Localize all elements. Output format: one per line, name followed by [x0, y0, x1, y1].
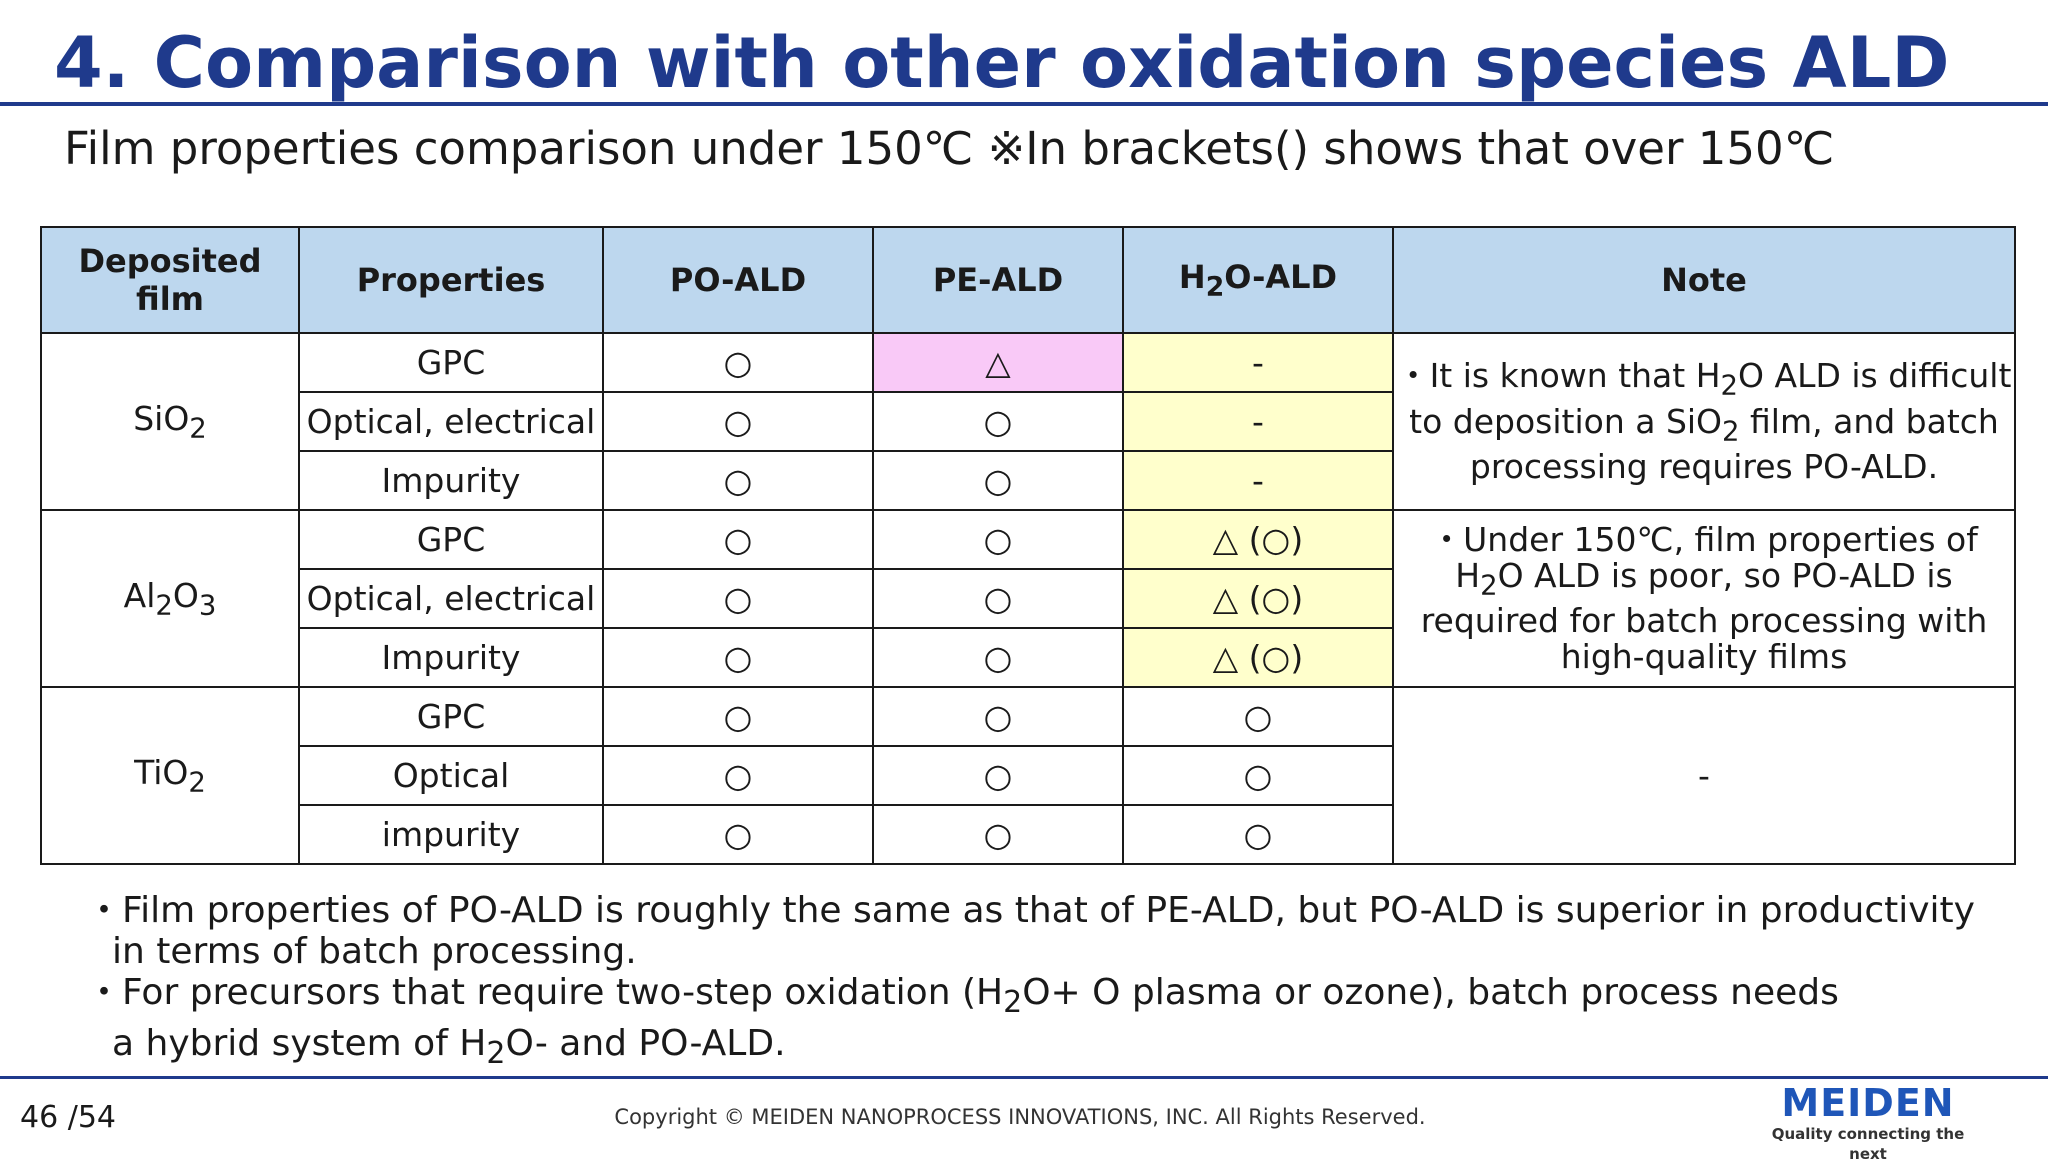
pe-ald-cell: ○	[872, 686, 1124, 747]
table-row: TiO2 GPC ○ ○ ○ -	[40, 686, 2016, 865]
property-cell: Optical, electrical	[298, 568, 604, 629]
page-number: 46 /54	[20, 1100, 116, 1135]
logo-wordmark: MEIDEN	[1781, 1081, 1955, 1125]
footer-divider	[0, 1076, 2048, 1079]
note-al2o3: ・Under 150℃, film properties of H2O ALD …	[1392, 509, 2016, 688]
title-divider	[0, 102, 2048, 106]
po-ald-cell: ○	[602, 804, 874, 865]
po-ald-cell: ○	[602, 332, 874, 393]
table-row: Impurity ○ ○ △ (○)	[41, 627, 2015, 688]
po-ald-cell: ○	[602, 627, 874, 688]
header-h2o-ald: H2O-ALD	[1122, 226, 1394, 334]
pe-ald-cell: ○	[872, 804, 1124, 865]
table-header-row: Deposited film Properties PO-ALD PE-ALD …	[40, 226, 2016, 334]
pe-ald-cell: △	[872, 332, 1124, 393]
table-row: Al2O3 GPC ○ ○ △ (○) ・Under 150℃, film pr…	[40, 509, 2016, 688]
bullet-2-line-2: a hybrid system of H2O- and PO-ALD.	[112, 1023, 786, 1072]
property-cell: GPC	[298, 332, 604, 393]
po-ald-cell: ○	[602, 568, 874, 629]
table-row: Impurity ○ ○ -	[41, 450, 2015, 511]
h2o-ald-cell: ○	[1122, 686, 1394, 747]
pe-ald-cell: ○	[872, 745, 1124, 806]
note-tio2: -	[1392, 686, 2016, 865]
comparison-table: Deposited film Properties PO-ALD PE-ALD …	[40, 226, 2016, 865]
po-ald-cell: ○	[602, 509, 874, 570]
h2o-ald-cell: ○	[1122, 804, 1394, 865]
po-ald-cell: ○	[602, 450, 874, 511]
header-deposited-film: Deposited film	[40, 226, 300, 334]
pe-ald-cell: ○	[872, 568, 1124, 629]
h2o-ald-cell: ○	[1122, 745, 1394, 806]
property-cell: Optical, electrical	[298, 391, 604, 452]
table-row: SiO2 GPC ○ △ - ・It is known that H2O ALD…	[40, 332, 2016, 511]
po-ald-cell: ○	[602, 745, 874, 806]
property-cell: Optical	[298, 745, 604, 806]
pe-ald-cell: ○	[872, 391, 1124, 452]
header-po-ald: PO-ALD	[602, 226, 874, 334]
po-ald-cell: ○	[602, 391, 874, 452]
bullet-1-line-2: in terms of batch processing.	[112, 931, 637, 972]
logo-tagline: Quality connecting the next	[1771, 1125, 1965, 1163]
property-cell: Impurity	[298, 627, 604, 688]
h2o-ald-cell: -	[1122, 450, 1394, 511]
h2o-ald-cell: △ (○)	[1122, 509, 1394, 570]
h2o-ald-cell: -	[1122, 332, 1394, 393]
header-properties: Properties	[298, 226, 604, 334]
property-cell: Impurity	[298, 450, 604, 511]
slide-subtitle: Film properties comparison under 150℃ ※I…	[64, 122, 1835, 175]
property-cell: GPC	[298, 686, 604, 747]
slide-title: 4. Comparison with other oxidation speci…	[54, 22, 1950, 104]
property-cell: impurity	[298, 804, 604, 865]
table-row: impurity ○ ○ ○	[41, 804, 2015, 865]
header-pe-ald: PE-ALD	[872, 226, 1124, 334]
table-row: Optical ○ ○ ○	[41, 745, 2015, 806]
h2o-ald-cell: △ (○)	[1122, 568, 1394, 629]
film-al2o3: Al2O3	[40, 509, 300, 688]
table-row: Optical, electrical ○ ○ -	[41, 391, 2015, 452]
film-sio2: SiO2	[40, 332, 300, 511]
summary-bullets: ・Film properties of PO-ALD is roughly th…	[86, 890, 1986, 1074]
property-cell: GPC	[298, 509, 604, 570]
h2o-ald-cell: △ (○)	[1122, 627, 1394, 688]
film-tio2: TiO2	[40, 686, 300, 865]
bullet-1-line-1: ・Film properties of PO-ALD is roughly th…	[86, 890, 1975, 931]
note-sio2: ・It is known that H2O ALD is difficult t…	[1392, 332, 2016, 511]
table-row: Optical, electrical ○ ○ △ (○)	[41, 568, 2015, 629]
pe-ald-cell: ○	[872, 509, 1124, 570]
h2o-ald-cell: -	[1122, 391, 1394, 452]
bullet-2-line-1: ・For precursors that require two-step ox…	[86, 972, 1839, 1021]
header-note: Note	[1392, 226, 2016, 334]
po-ald-cell: ○	[602, 686, 874, 747]
copyright-text: Copyright © MEIDEN NANOPROCESS INNOVATIO…	[614, 1105, 1426, 1129]
pe-ald-cell: ○	[872, 627, 1124, 688]
pe-ald-cell: ○	[872, 450, 1124, 511]
